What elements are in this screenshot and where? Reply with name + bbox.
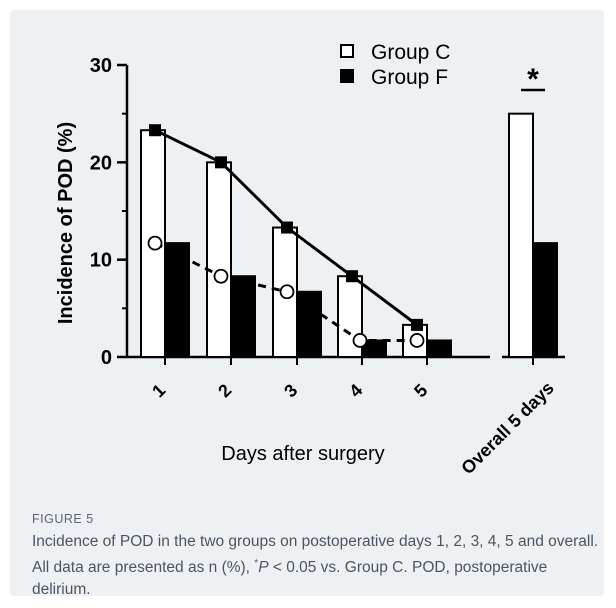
bars: * <box>140 63 558 359</box>
figure-card: 0 10 20 30 1 2 3 4 5 Overall 5 days * Group C Gro… <box>10 10 604 598</box>
x-tick-label: 3 <box>280 380 301 401</box>
caption-sig-rest: < 0.05 vs. Group C. POD, postoperative d… <box>32 559 548 599</box>
marker-group-f <box>213 268 229 284</box>
bar-overall-group-c <box>508 112 534 358</box>
marker-group-f <box>147 235 163 251</box>
marker-group-f <box>352 333 368 348</box>
caption-body: Incidence of POD in the two groups on po… <box>32 533 599 577</box>
y-tick-label: 30 <box>90 55 112 77</box>
marker-group-f <box>409 333 425 348</box>
chart: 0 10 20 30 1 2 3 4 5 Overall 5 days * Group CGro… <box>55 41 565 478</box>
x-tick-label: 2 <box>214 380 235 401</box>
legend-swatch-group-f <box>340 69 354 83</box>
x-tick-label: 4 <box>345 380 366 401</box>
marker-group-c <box>281 221 293 234</box>
legend-label-group-f: Group F <box>371 66 448 89</box>
caption-text: Incidence of POD in the two groups on po… <box>32 531 602 601</box>
bar-group-f <box>296 290 322 358</box>
figure-label: FIGURE 5 <box>32 512 94 526</box>
bar-overall-group-f <box>532 242 558 358</box>
significance-star: * <box>527 63 539 96</box>
x-tick-label: 1 <box>148 380 169 401</box>
x-tick-label: 5 <box>410 380 431 401</box>
y-axis: 0 10 20 30 <box>90 55 129 369</box>
caption-p: P <box>258 559 269 577</box>
bar-group-f <box>426 339 452 359</box>
y-axis-title: Incidence of POD (%) <box>55 122 77 324</box>
legend-swatch-group-c <box>340 44 354 58</box>
marker-group-c <box>149 124 161 137</box>
marker-group-c <box>411 318 423 331</box>
y-tick-label: 10 <box>90 250 112 272</box>
bar-group-f <box>164 242 190 358</box>
bar-group-f <box>230 275 256 359</box>
marker-group-c <box>215 156 227 169</box>
x-tick-label-overall: Overall 5 days <box>457 378 557 478</box>
marker-group-c <box>346 270 358 283</box>
figure-caption: FIGURE 5 Incidence of POD in the two gro… <box>32 512 602 601</box>
series-lines <box>147 124 425 348</box>
x-axis-title: Days after surgery <box>221 443 384 465</box>
axis-labels: Incidence of POD (%) Days after surgery <box>55 122 385 465</box>
bar-group-c <box>206 161 232 358</box>
caption-star: * <box>254 558 259 569</box>
legend-label-group-c: Group C <box>371 41 450 64</box>
y-tick-label: 20 <box>90 152 112 174</box>
y-tick-label: 0 <box>101 347 112 369</box>
marker-group-f <box>279 284 295 300</box>
